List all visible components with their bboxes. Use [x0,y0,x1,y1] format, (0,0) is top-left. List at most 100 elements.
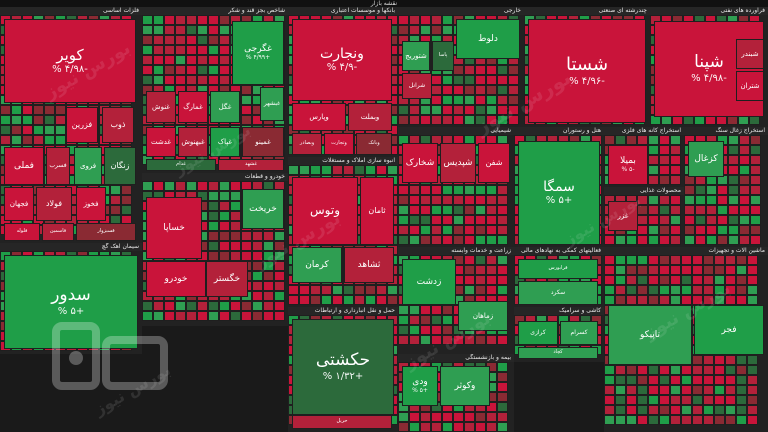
stock-cell[interactable] [299,165,310,175]
stock-cell[interactable] [398,225,409,235]
stock-cell[interactable] [420,235,431,245]
stock-cell[interactable] [681,365,692,375]
stock-tile[interactable]: فروی [74,147,102,185]
stock-cell[interactable] [475,275,486,285]
stock-cell[interactable] [175,65,186,75]
stock-cell[interactable] [486,65,497,75]
stock-cell[interactable] [252,251,263,261]
stock-cell[interactable] [695,185,706,195]
stock-cell[interactable] [208,201,219,211]
stock-tile[interactable]: خساپا [146,197,202,259]
stock-tile[interactable]: پاسا [432,41,454,71]
stock-cell[interactable] [659,215,670,225]
stock-tile[interactable]: فلوله [4,223,40,241]
stock-cell[interactable] [659,375,670,385]
stock-cell[interactable] [659,385,670,395]
stock-tile[interactable]: فجر [694,305,764,355]
stock-cell[interactable] [420,105,431,115]
stock-cell[interactable] [464,285,475,295]
stock-cell[interactable] [714,385,725,395]
stock-cell[interactable] [208,211,219,221]
stock-cell[interactable] [453,75,464,85]
stock-cell[interactable] [637,365,648,375]
stock-cell[interactable] [475,265,486,275]
stock-cell[interactable] [464,275,475,285]
stock-cell[interactable] [497,195,508,205]
stock-cell[interactable] [142,181,153,191]
stock-cell[interactable] [274,301,285,311]
stock-cell[interactable] [747,395,758,405]
stock-cell[interactable] [197,65,208,75]
stock-tile[interactable]: غدشت [146,127,176,157]
stock-cell[interactable] [219,241,230,251]
stock-cell[interactable] [274,241,285,251]
stock-cell[interactable] [497,65,508,75]
stock-cell[interactable] [186,65,197,75]
stock-tile[interactable]: دلوط [456,19,520,59]
stock-cell[interactable] [153,301,164,311]
stock-cell[interactable] [486,95,497,105]
stock-tile[interactable]: ودی +۵ % [402,366,438,406]
stock-cell[interactable] [670,365,681,375]
stock-cell[interactable] [110,185,121,195]
stock-cell[interactable] [175,45,186,55]
stock-cell[interactable] [409,225,420,235]
stock-cell[interactable] [420,185,431,195]
stock-cell[interactable] [648,385,659,395]
stock-cell[interactable] [175,75,186,85]
stock-cell[interactable] [714,255,725,265]
stock-cell[interactable] [409,195,420,205]
stock-cell[interactable] [728,235,739,245]
stock-cell[interactable] [659,135,670,145]
stock-cell[interactable] [208,65,219,75]
stock-cell[interactable] [681,405,692,415]
stock-cell[interactable] [497,275,508,285]
stock-cell[interactable] [398,305,409,315]
stock-cell[interactable] [442,315,453,325]
stock-tile[interactable]: کرمان [292,247,342,283]
stock-tile[interactable]: فاسمین [42,223,74,241]
stock-cell[interactable] [219,201,230,211]
stock-cell[interactable] [219,15,230,25]
stock-cell[interactable] [153,55,164,65]
stock-cell[interactable] [153,65,164,75]
stock-cell[interactable] [44,115,55,125]
stock-cell[interactable] [725,275,736,285]
stock-cell[interactable] [637,275,648,285]
stock-cell[interactable] [703,265,714,275]
stock-cell[interactable] [486,265,497,275]
stock-cell[interactable] [219,65,230,75]
stock-cell[interactable] [739,175,750,185]
stock-tile[interactable]: فسبزوار [76,223,136,241]
stock-cell[interactable] [197,75,208,85]
stock-cell[interactable] [274,291,285,301]
stock-cell[interactable] [725,415,736,425]
stock-cell[interactable] [604,275,615,285]
stock-cell[interactable] [736,295,747,305]
stock-cell[interactable] [648,205,659,215]
stock-cell[interactable] [739,135,750,145]
stock-cell[interactable] [431,105,442,115]
stock-cell[interactable] [263,281,274,291]
stock-cell[interactable] [208,181,219,191]
stock-cell[interactable] [497,285,508,295]
stock-cell[interactable] [453,185,464,195]
stock-cell[interactable] [409,185,420,195]
stock-cell[interactable] [604,285,615,295]
stock-cell[interactable] [659,175,670,185]
stock-cell[interactable] [110,205,121,215]
stock-cell[interactable] [714,265,725,275]
stock-cell[interactable] [670,385,681,395]
stock-tile[interactable]: خودرو [146,261,206,297]
stock-cell[interactable] [486,215,497,225]
stock-cell[interactable] [431,325,442,335]
stock-cell[interactable] [22,105,33,115]
stock-cell[interactable] [442,95,453,105]
stock-cell[interactable] [670,225,681,235]
stock-cell[interactable] [241,251,252,261]
stock-cell[interactable] [736,275,747,285]
stock-cell[interactable] [442,195,453,205]
stock-cell[interactable] [475,65,486,75]
stock-cell[interactable] [409,25,420,35]
stock-cell[interactable] [208,15,219,25]
